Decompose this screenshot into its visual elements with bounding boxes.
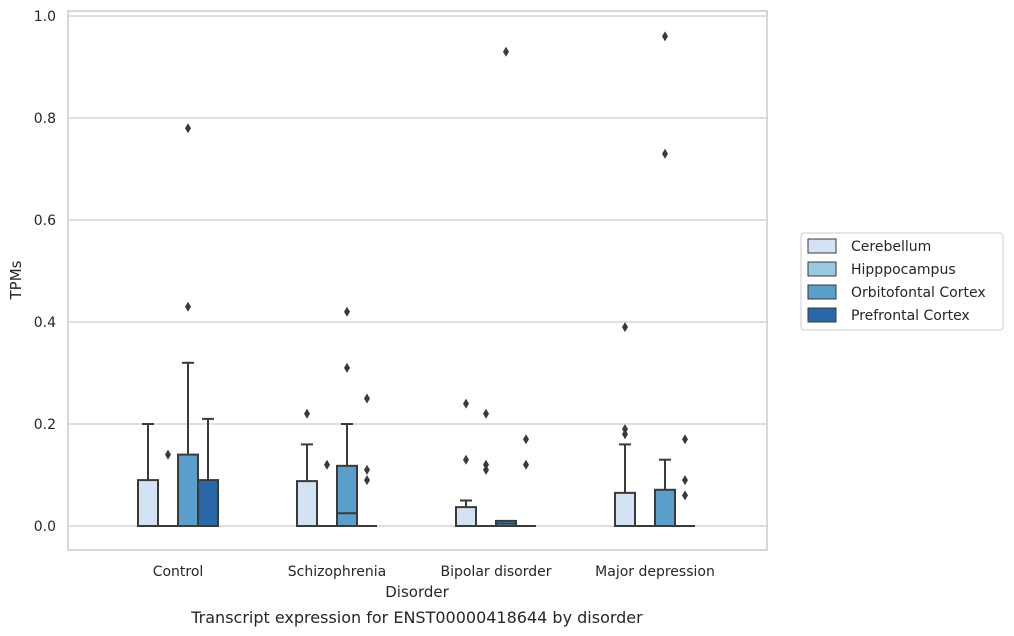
- box-cerebellum: [137, 423, 159, 528]
- box-cerebellum: [296, 408, 318, 527]
- legend-swatch: [807, 261, 837, 277]
- box-body: [336, 464, 358, 528]
- box-body: [137, 479, 159, 528]
- outlier-point: [185, 301, 191, 312]
- y-tick-label: 1.0: [34, 9, 56, 25]
- box-cerebellum: [614, 322, 636, 528]
- x-tick-label: Bipolar disorder: [440, 564, 551, 580]
- box-prefrontal-cortex: [516, 434, 536, 527]
- outlier-point: [622, 429, 628, 440]
- x-axis-ticks: Control Schizophrenia Bipolar disorder Majo…: [153, 564, 715, 580]
- boxes-layer: [137, 31, 695, 528]
- grid-layer: [68, 15, 767, 527]
- box-orbitofontal-cortex: [654, 31, 676, 528]
- box-hipppocampus: [158, 449, 178, 527]
- y-tick-label: 0.2: [34, 417, 56, 433]
- outlier-point: [622, 322, 628, 333]
- box-prefrontal-cortex: [197, 417, 219, 528]
- outlier-point: [523, 459, 529, 470]
- x-tick-label: Control: [153, 564, 204, 580]
- box-cerebellum: [455, 398, 477, 528]
- outlier-point: [682, 490, 688, 501]
- legend-label: Cerebellum: [851, 239, 931, 255]
- box-orbitofontal-cortex: [177, 123, 199, 528]
- outlier-point: [324, 459, 330, 470]
- outlier-point: [682, 475, 688, 486]
- legend: Cerebellum Hipppocampus Orbitofontal Corte…: [800, 232, 1004, 331]
- outlier-point: [364, 464, 370, 475]
- outlier-point: [344, 362, 350, 373]
- box-hipppocampus: [317, 459, 337, 527]
- y-tick-label: 0.0: [34, 519, 56, 535]
- y-tick-label: 0.8: [34, 111, 56, 127]
- legend-label: Prefrontal Cortex: [851, 308, 970, 324]
- outlier-point: [463, 454, 469, 465]
- outlier-point: [483, 408, 489, 419]
- outlier-point: [622, 424, 628, 435]
- outlier-point: [483, 459, 489, 470]
- outlier-point: [165, 449, 171, 460]
- box-body: [455, 506, 477, 528]
- legend-label: Hipppocampus: [851, 262, 956, 278]
- outlier-point: [503, 46, 509, 57]
- x-tick-label: Major depression: [595, 564, 715, 580]
- box-orbitofontal-cortex: [336, 306, 358, 528]
- box-hipppocampus: [476, 408, 496, 527]
- outlier-point: [463, 398, 469, 409]
- plot-frame: [67, 10, 768, 551]
- outlier-point: [682, 434, 688, 445]
- legend-swatch: [807, 307, 837, 323]
- legend-frame: [800, 232, 1004, 331]
- box-body: [197, 479, 219, 528]
- y-tick-label: 0.6: [34, 213, 56, 229]
- box-body: [177, 453, 199, 528]
- y-axis-label: TPMs: [7, 260, 25, 300]
- outlier-point: [523, 434, 529, 445]
- x-tick-label: Schizophrenia: [288, 564, 386, 580]
- box-body: [654, 488, 676, 528]
- outlier-point: [364, 475, 370, 486]
- outlier-point: [185, 123, 191, 134]
- y-tick-label: 0.4: [34, 315, 56, 331]
- box-body: [614, 491, 636, 528]
- box-body: [296, 480, 318, 527]
- legend-label: Orbitofontal Cortex: [851, 285, 986, 301]
- legend-swatch: [807, 284, 837, 300]
- outlier-point: [304, 408, 310, 419]
- box-orbitofontal-cortex: [495, 46, 517, 528]
- x-axis-label: Disorder: [385, 583, 449, 601]
- y-axis-ticks: 0.0 0.2 0.4 0.6 0.8 1.0: [34, 9, 56, 535]
- outlier-point: [662, 31, 668, 42]
- chart-caption: Transcript expression for ENST0000041864…: [190, 608, 643, 627]
- outlier-point: [364, 393, 370, 404]
- legend-swatch: [807, 238, 837, 254]
- outlier-point: [483, 464, 489, 475]
- box-prefrontal-cortex: [357, 393, 377, 527]
- box-prefrontal-cortex: [675, 434, 695, 527]
- outlier-point: [662, 148, 668, 159]
- outlier-point: [344, 306, 350, 317]
